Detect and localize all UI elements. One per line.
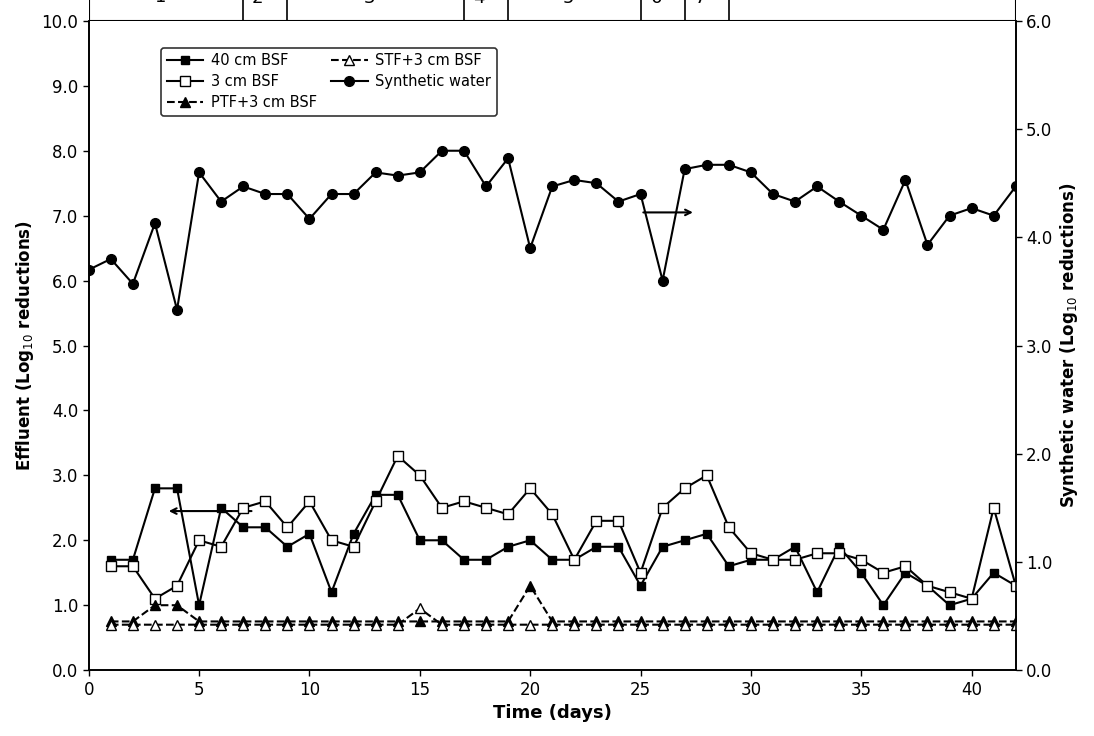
Y-axis label: Synthetic water (Log$_{10}$ reductions): Synthetic water (Log$_{10}$ reductions) — [1058, 183, 1080, 509]
Y-axis label: Effluent (Log$_{10}$ reductions): Effluent (Log$_{10}$ reductions) — [14, 220, 36, 471]
Text: $4^{\mathbf{\rm th}}$: $4^{\mathbf{\rm th}}$ — [474, 0, 499, 7]
Legend: 40 cm BSF, 3 cm BSF, PTF+3 cm BSF, STF+3 cm BSF, Synthetic water: 40 cm BSF, 3 cm BSF, PTF+3 cm BSF, STF+3… — [161, 48, 497, 116]
Text: $3^{\mathbf{\rm rd}}$: $3^{\mathbf{\rm rd}}$ — [363, 0, 388, 7]
Text: $2^{\mathbf{\rm nd}}$: $2^{\mathbf{\rm nd}}$ — [251, 0, 280, 7]
Text: $6^{\mathbf{\rm th}}$: $6^{\mathbf{\rm th}}$ — [650, 0, 675, 7]
Text: $7^{\mathbf{\rm th}}$: $7^{\mathbf{\rm th}}$ — [694, 0, 720, 7]
X-axis label: Time (days): Time (days) — [492, 704, 612, 722]
Bar — [89, 0, 1015, 21]
Text: $1^{\mathbf{\rm st}}$: $1^{\mathbf{\rm st}}$ — [153, 0, 178, 7]
Text: $5^{\mathbf{\rm th}}$: $5^{\mathbf{\rm th}}$ — [561, 0, 587, 7]
